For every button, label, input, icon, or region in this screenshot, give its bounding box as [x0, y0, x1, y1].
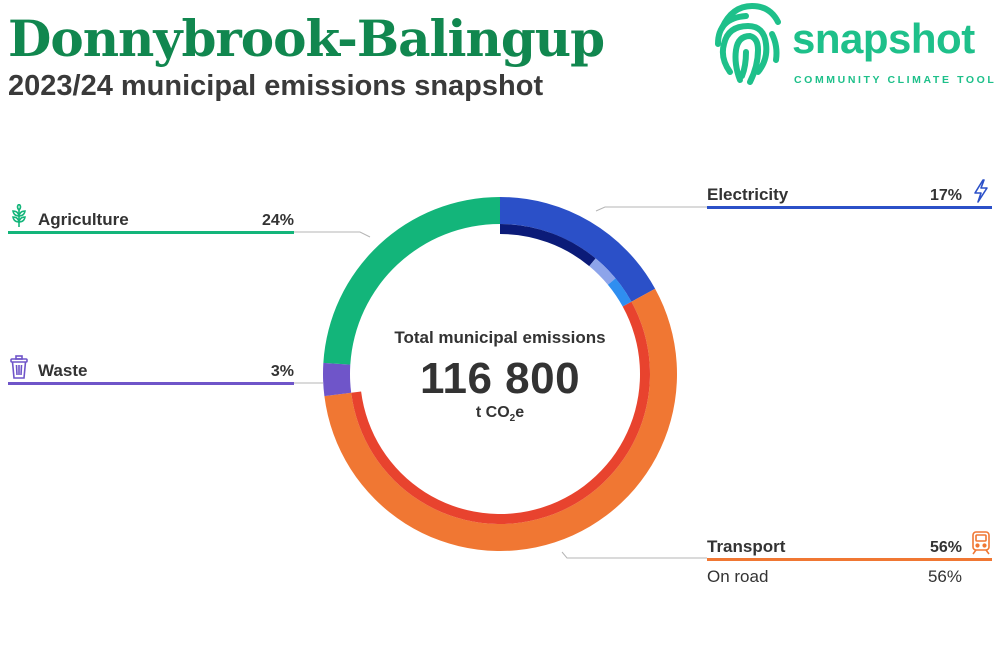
legend-percent: 3% [270, 363, 294, 380]
legend-underline [707, 206, 992, 209]
lightning-icon [974, 179, 988, 203]
leader-lines [294, 206, 707, 559]
legend-label: Agriculture [38, 210, 129, 229]
donut-slice-agriculture[interactable] [323, 197, 500, 365]
legend-underline [707, 558, 992, 561]
total-emissions-unit: t CO2e [475, 404, 525, 425]
legend-underline [8, 382, 294, 385]
train-icon [972, 531, 990, 555]
donut-subslice-electricity-2[interactable] [589, 258, 616, 285]
legend-label: Waste [38, 361, 88, 380]
wheat-icon [12, 204, 26, 227]
legend-percent: 17% [929, 187, 962, 204]
legend-underline [8, 231, 294, 234]
fingerprint-icon [715, 2, 781, 85]
legend-label: Transport [707, 537, 786, 556]
legend-waste[interactable]: Waste 3% [8, 355, 294, 385]
donut-slice-waste[interactable] [322, 362, 352, 397]
page-title: Donnybrook-Balingup [8, 9, 605, 68]
page-subtitle: 2023/24 municipal emissions snapshot [8, 70, 544, 102]
donut-subslice-electricity-1[interactable] [500, 224, 596, 267]
legend-agriculture[interactable]: Agriculture 24% [8, 204, 294, 234]
donut-subslice-electricity-3[interactable] [607, 278, 632, 307]
legend-transport[interactable]: Transport 56% [707, 531, 992, 561]
legend-label: Electricity [707, 185, 789, 204]
total-emissions-value: 116 800 [419, 354, 581, 403]
inner-ring [351, 224, 650, 524]
sub-label: On road [707, 567, 769, 586]
leader-line [595, 206, 707, 212]
trash-bin-icon [10, 355, 28, 379]
leader-line [294, 231, 371, 238]
donut-slice-electricity[interactable] [500, 197, 656, 302]
outer-ring [322, 197, 677, 551]
center-heading: Total municipal emissions [394, 328, 606, 347]
donut-slice-transport[interactable] [324, 288, 677, 551]
logo-wordmark: snapshot [792, 15, 975, 62]
legend-transport-on-road[interactable]: On road 56% [707, 567, 962, 591]
legend-percent: 24% [261, 212, 294, 229]
logo-tagline: COMMUNITY CLIMATE TOOL [794, 74, 997, 86]
legend-electricity[interactable]: Electricity 17% [707, 179, 992, 209]
sub-percent: 56% [927, 567, 962, 586]
snapshot-logo[interactable]: snapshot COMMUNITY CLIMATE TOOL [712, 0, 1000, 90]
legend-percent: 56% [929, 539, 962, 556]
leader-line [561, 551, 707, 559]
